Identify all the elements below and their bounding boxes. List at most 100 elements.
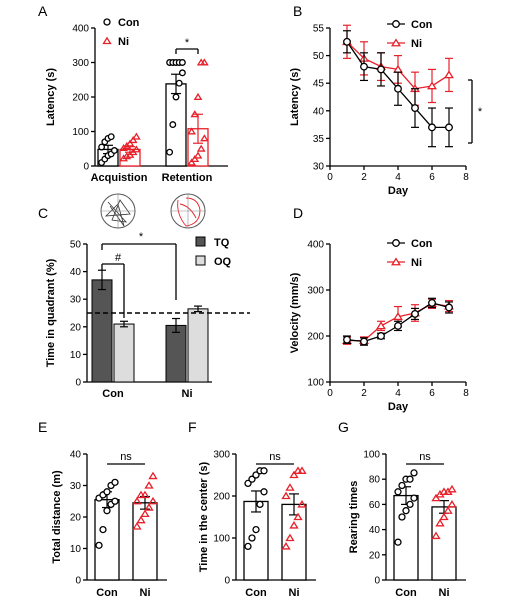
data-point <box>193 151 203 159</box>
y-tick-label: 0 <box>224 576 230 587</box>
data-point <box>447 500 457 508</box>
y-axis-label: Total distance (m) <box>51 470 63 564</box>
y-tick-label: 300 <box>307 286 324 297</box>
y-tick-label: 30 <box>70 295 82 306</box>
y-tick-label: 40 <box>70 267 82 278</box>
category-label: Con <box>395 587 417 599</box>
data-point <box>343 37 351 46</box>
y-tick-label: 100 <box>213 534 230 545</box>
data-point <box>410 494 418 502</box>
data-point <box>244 479 252 488</box>
data-point <box>297 466 307 474</box>
panel-label: B <box>293 3 302 19</box>
bar-oq <box>187 308 209 383</box>
data-point <box>293 512 303 521</box>
significance-label: * <box>139 231 144 243</box>
significance-label: ns <box>419 451 431 463</box>
y-tick-label: 300 <box>72 58 89 69</box>
data-point <box>111 478 119 487</box>
y-tick-label: 40 <box>369 525 381 536</box>
legend-label: Con <box>411 238 433 250</box>
y-tick-label: 10 <box>70 350 82 361</box>
y-tick-label: 200 <box>72 93 89 104</box>
data-point <box>244 542 252 551</box>
data-point <box>187 127 196 135</box>
legend-marker-con <box>103 18 111 26</box>
data-point <box>248 534 256 542</box>
bar-tq <box>165 324 187 383</box>
y-tick-label: 0 <box>83 162 89 173</box>
data-point <box>132 522 142 530</box>
category-label: Acquistion <box>91 172 148 184</box>
data-point <box>140 490 150 499</box>
data-point <box>136 515 146 524</box>
x-tick-label: 2 <box>361 388 367 399</box>
y-axis-label: Velocity (mm/s) <box>289 272 301 353</box>
data-point <box>132 145 141 153</box>
y-axis-label: Latency (s) <box>45 68 57 126</box>
panel-label: E <box>38 419 47 435</box>
legend-swatch-tq <box>195 236 206 247</box>
panel-label: F <box>188 419 197 435</box>
data-point <box>95 541 103 549</box>
data-point <box>144 503 154 511</box>
swim-path <box>177 197 201 227</box>
data-point <box>394 488 402 496</box>
x-tick-label: 6 <box>429 172 435 183</box>
data-point <box>394 538 402 546</box>
category-label: Ni <box>289 587 300 599</box>
panel-label: D <box>293 205 303 221</box>
data-point <box>190 110 200 118</box>
y-tick-label: 50 <box>313 51 325 62</box>
data-point <box>111 497 119 505</box>
x-tick-label: 8 <box>463 172 469 183</box>
x-tick-label: 0 <box>327 388 333 399</box>
data-point <box>360 337 368 346</box>
data-point <box>427 81 437 90</box>
data-point <box>252 471 260 479</box>
data-point <box>140 509 150 518</box>
legend-label: Ni <box>411 257 422 269</box>
data-point <box>172 93 180 101</box>
data-point <box>99 525 107 534</box>
data-point <box>132 496 142 505</box>
data-point <box>128 136 138 144</box>
data-point <box>125 139 135 147</box>
category-label: Ni <box>140 587 151 599</box>
y-tick-label: 30 <box>70 481 82 492</box>
x-axis-label: Day <box>388 401 409 413</box>
legend-marker-ni <box>391 257 401 266</box>
x-tick-label: 4 <box>395 172 401 183</box>
data-point <box>98 143 106 151</box>
panel-label: A <box>38 3 48 19</box>
data-point <box>289 521 299 529</box>
data-point <box>187 158 196 166</box>
data-point <box>428 123 436 132</box>
data-point <box>260 467 268 475</box>
legend-marker-con <box>392 20 400 28</box>
category-label: Ni <box>182 388 193 400</box>
data-point <box>411 104 419 112</box>
data-point <box>252 525 260 534</box>
category-label: Con <box>96 587 118 599</box>
data-point <box>297 500 307 508</box>
y-tick-label: 30 <box>313 162 325 173</box>
legend-marker-ni <box>391 38 401 47</box>
data-point <box>435 518 445 527</box>
data-point <box>406 475 414 483</box>
y-tick-label: 300 <box>213 450 230 461</box>
y-tick-label: 200 <box>307 332 324 343</box>
legend-label: Ni <box>118 36 129 48</box>
y-tick-label: 0 <box>75 378 81 389</box>
data-point <box>444 70 454 79</box>
x-tick-label: 6 <box>429 388 435 399</box>
data-point <box>260 488 268 496</box>
x-tick-label: 4 <box>395 388 401 399</box>
data-point <box>447 484 457 493</box>
data-point <box>402 507 410 515</box>
swim-path <box>104 199 131 227</box>
y-tick-label: 35 <box>313 134 325 145</box>
data-point <box>376 321 386 330</box>
data-point <box>398 481 406 490</box>
y-tick-label: 100 <box>307 378 324 389</box>
